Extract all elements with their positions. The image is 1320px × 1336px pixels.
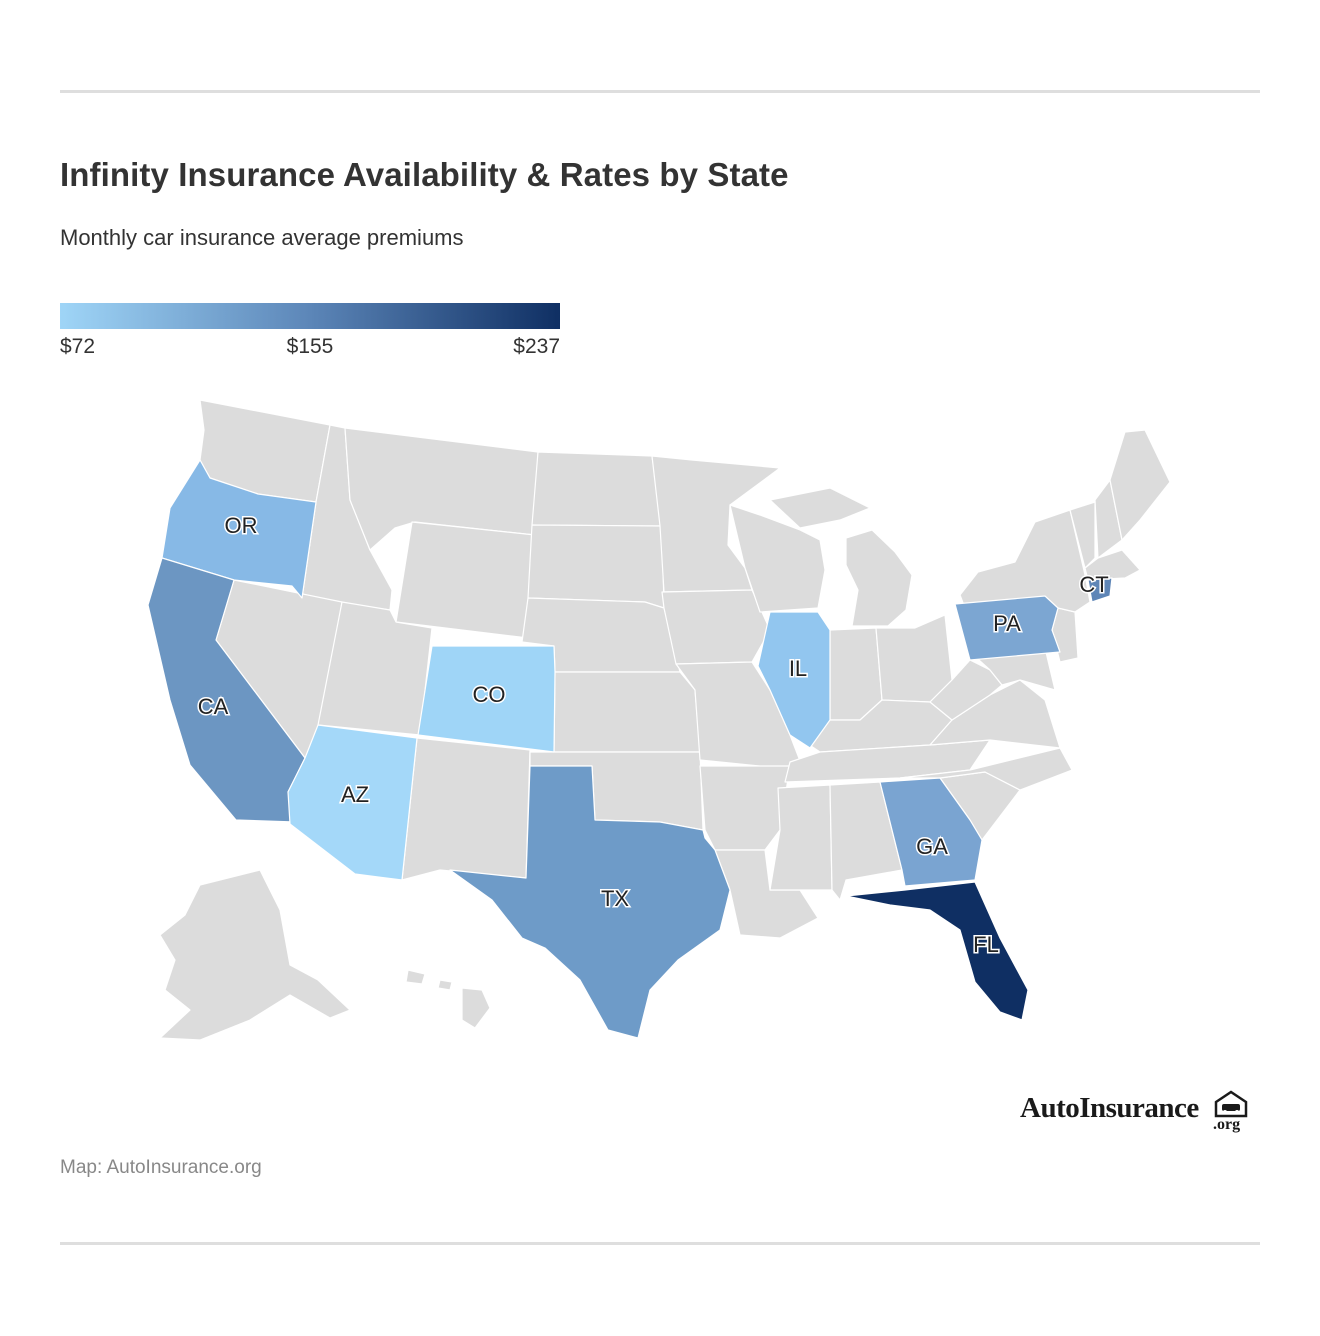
state-az — [287, 724, 418, 881]
state-me — [1109, 429, 1171, 541]
state-wy — [395, 521, 536, 639]
autoinsurance-logo: AutoInsurance .org — [1020, 1090, 1248, 1136]
us-state-map: OR CA CO AZ IL TX PA CT GA FL — [147, 399, 1171, 1041]
map-title: Infinity Insurance Availability & Rates … — [60, 156, 789, 193]
state-sd — [527, 524, 665, 609]
top-divider — [60, 90, 1260, 93]
state-mi — [845, 529, 913, 627]
state-ia — [661, 589, 771, 665]
states-with-data — [147, 459, 1113, 1039]
logo-suffix: .org — [1213, 1116, 1241, 1133]
label-fl: FL — [973, 932, 999, 957]
legend-gradient-bar — [60, 303, 560, 329]
label-or: OR — [225, 513, 258, 538]
legend-max-label: $237 — [513, 335, 560, 358]
state-oh — [875, 614, 953, 703]
state-hi — [461, 987, 491, 1029]
legend-mid-label: $155 — [286, 335, 334, 358]
label-ct: CT — [1079, 572, 1108, 597]
state-mi-upper — [769, 487, 871, 529]
label-ga: GA — [916, 834, 948, 859]
car-garage-icon — [1214, 1090, 1248, 1118]
label-az: AZ — [341, 782, 369, 807]
state-nc — [899, 747, 1073, 791]
state-wi — [729, 504, 826, 613]
legend-min-label: $72 — [60, 335, 96, 358]
state-ny — [959, 509, 1091, 613]
state-hi-islands — [405, 969, 453, 991]
state-pa — [954, 595, 1061, 661]
state-ct — [1087, 577, 1113, 603]
label-ca: CA — [198, 694, 229, 719]
state-nm — [401, 737, 531, 881]
label-pa: PA — [993, 611, 1021, 636]
map-subtitle: Monthly car insurance average premiums — [60, 225, 464, 250]
state-vt — [1069, 501, 1096, 569]
state-mn — [651, 455, 781, 593]
state-ks — [553, 671, 701, 753]
state-il — [757, 611, 831, 749]
state-ga — [879, 777, 983, 887]
state-tn — [784, 739, 991, 783]
state-nd — [531, 451, 663, 527]
state-fl — [845, 881, 1029, 1021]
states-no-data — [159, 399, 1171, 1041]
state-ar — [699, 765, 791, 851]
map-credit: Map: AutoInsurance.org — [60, 1157, 262, 1178]
state-ms — [769, 784, 833, 891]
state-in — [829, 627, 883, 721]
label-tx: TX — [601, 886, 629, 911]
label-co: CO — [473, 682, 506, 707]
state-tx — [449, 765, 731, 1039]
state-labels: OR CA CO AZ IL TX PA CT GA FL — [196, 511, 1110, 958]
state-la — [714, 849, 819, 939]
state-ak — [159, 869, 351, 1041]
state-co — [417, 645, 556, 753]
state-or — [161, 459, 317, 599]
label-il: IL — [789, 656, 807, 681]
bottom-divider — [60, 1242, 1260, 1245]
color-legend: $72 $155 $237 — [60, 303, 560, 358]
logo-wordmark: AutoInsurance — [1020, 1092, 1199, 1124]
